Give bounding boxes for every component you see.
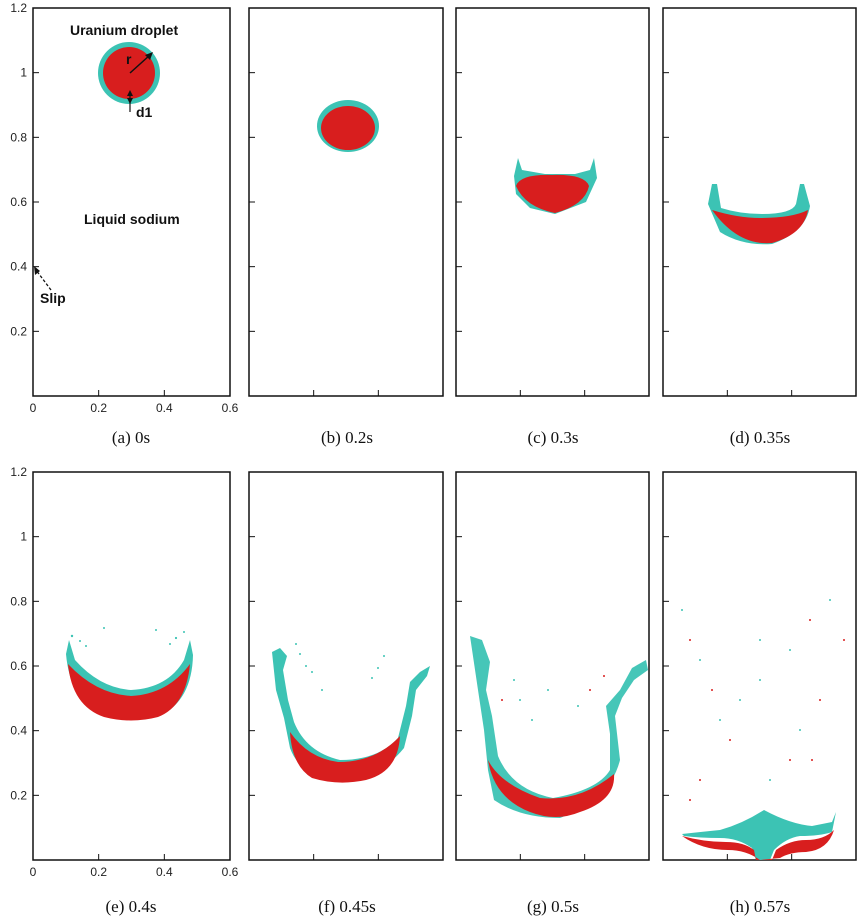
- caption-e: (e) 0.4s: [106, 897, 157, 916]
- radius-label: r: [126, 51, 132, 67]
- axes-layer: 0.2 0.4 0.6 0.8 1 1.2 0 0.2 0.4 0.6 0.2 0.4 0.6 0.8 1 1…: [10, 1, 857, 879]
- droplet-core: [488, 760, 615, 817]
- splash-sheet: [682, 810, 836, 860]
- thickness-arrowhead-down: [127, 98, 133, 104]
- droplet-core: [516, 174, 589, 213]
- caption-a: (a) 0s: [112, 428, 150, 447]
- y-tick-label: 0.2: [10, 324, 27, 338]
- caption-h: (h) 0.57s: [730, 897, 790, 916]
- y-tick-label: 0.2: [10, 788, 27, 802]
- splash-sheet: [470, 636, 648, 818]
- panel-h-frame: [662, 471, 857, 861]
- radius-arrowhead: [145, 52, 153, 60]
- spray-particles: [295, 643, 385, 691]
- spray-particles: [70, 627, 185, 647]
- caption-f: (f) 0.45s: [318, 897, 376, 916]
- x-tick-label: 0.6: [222, 401, 239, 415]
- y-tick-label: 1.2: [10, 1, 27, 15]
- slip-arrow: [35, 269, 52, 291]
- x-tick-label: 0.2: [90, 401, 107, 415]
- spray-particles: [681, 599, 845, 801]
- thickness-label: d1: [136, 104, 153, 120]
- caption-g: (g) 0.5s: [527, 897, 579, 916]
- y-tick-label: 0.8: [10, 130, 27, 144]
- panel-h: [662, 471, 857, 861]
- y-tick-label: 1: [20, 530, 27, 544]
- caption-d: (d) 0.35s: [730, 428, 790, 447]
- droplet-core: [321, 106, 375, 150]
- panel-a: r d1 Uranium droplet Liquid sodium Slip: [32, 7, 231, 397]
- radius-arrow: [129, 54, 151, 74]
- panel-f: [248, 471, 444, 861]
- panel-b-frame: [248, 7, 444, 397]
- panel-b: [248, 7, 444, 397]
- x-tick-label: 0.2: [90, 865, 107, 879]
- y-tick-label: 1: [20, 66, 27, 80]
- spray-particles: [501, 675, 605, 721]
- thickness-arrowhead-up: [127, 90, 133, 96]
- caption-c: (c) 0.3s: [528, 428, 579, 447]
- slip-arrowhead: [34, 266, 40, 275]
- x-tick-label: 0: [30, 401, 37, 415]
- y-tick-label: 0.8: [10, 594, 27, 608]
- panel-d-frame: [662, 7, 857, 397]
- caption-b: (b) 0.2s: [321, 428, 373, 447]
- panel-c: [455, 7, 650, 397]
- x-tick-label: 0.6: [222, 865, 239, 879]
- y-tick-label: 0.4: [10, 260, 27, 274]
- x-tick-label: 0.4: [156, 401, 173, 415]
- boundary-label: Slip: [40, 290, 66, 306]
- uranium-core: [103, 47, 155, 99]
- y-tick-label: 1.2: [10, 465, 27, 479]
- fluid-label: Liquid sodium: [84, 211, 180, 227]
- droplet-core: [712, 210, 808, 244]
- y-tick-label: 0.6: [10, 659, 27, 673]
- droplet-core: [68, 664, 190, 721]
- droplet-label: Uranium droplet: [70, 22, 178, 38]
- x-tick-label: 0: [30, 865, 37, 879]
- x-tick-label: 0.4: [156, 865, 173, 879]
- y-tick-label: 0.4: [10, 724, 27, 738]
- panel-g: [455, 471, 650, 861]
- droplet-core: [290, 732, 400, 783]
- panel-d: [662, 7, 857, 397]
- panel-e-frame: [32, 471, 231, 861]
- droplet-core: [682, 830, 834, 860]
- y-tick-label: 0.6: [10, 195, 27, 209]
- panel-e: [32, 471, 231, 861]
